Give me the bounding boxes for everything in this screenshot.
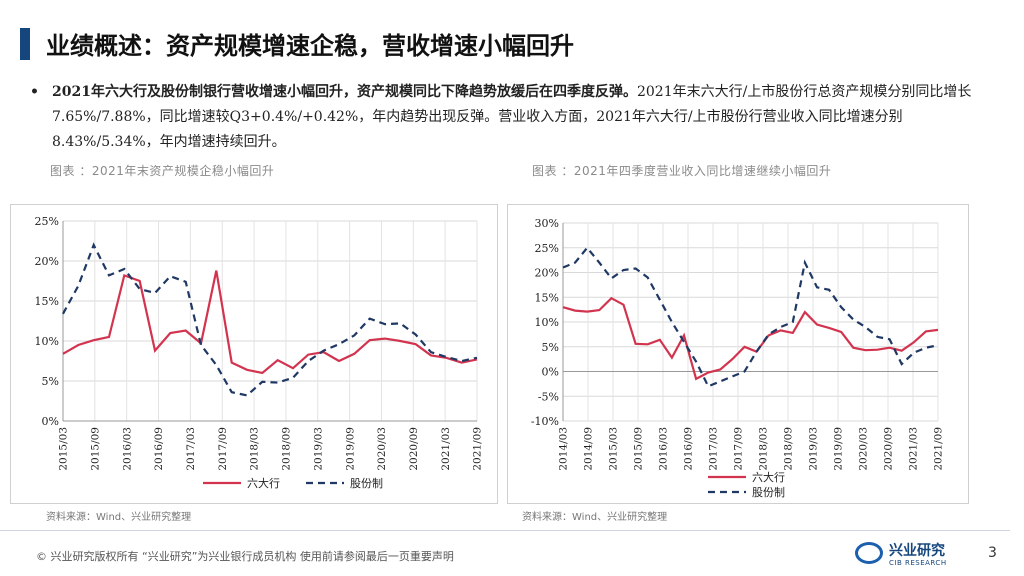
slide-title: 业绩概述：资产规模增速企稳，营收增速小幅回升 — [46, 32, 574, 60]
y-tick-label: 0% — [42, 415, 59, 428]
y-tick-label: 15% — [35, 295, 59, 308]
legend-item: 六大行 — [708, 470, 785, 484]
title-accent-bar — [20, 28, 30, 60]
series-line-big-six — [62, 270, 478, 375]
y-tick-label: 0% — [542, 366, 559, 379]
x-tick-label: 2018/09 — [281, 427, 293, 471]
x-tick-label: 2015/09 — [90, 427, 102, 471]
x-tick-label: 2020/03 — [858, 427, 870, 471]
legend-item: 六大行 — [203, 476, 280, 490]
footer-disclaimer: © 兴业研究版权所有 “兴业研究”为兴业银行成员机构 使用前请参阅最后一页重要声… — [36, 550, 454, 563]
x-tick-label: 2020/09 — [408, 427, 420, 471]
legend-label: 股份制 — [752, 486, 785, 499]
y-tick-label: 25% — [35, 215, 59, 228]
y-tick-label: 30% — [535, 217, 559, 230]
x-tick-label: 2016/03 — [121, 427, 133, 471]
x-tick-label: 2014/09 — [583, 427, 595, 471]
x-tick-label: 2021/09 — [933, 427, 945, 471]
x-tick-label: 2018/09 — [783, 427, 795, 471]
x-tick-label: 2020/03 — [376, 427, 388, 471]
series-line-big-six — [562, 296, 939, 381]
cib-research-logo: 兴业研究 CIB RESEARCH — [855, 538, 970, 572]
summary-rest: 2021年末六大行/上市股份行总资产规模分别同比增长7.65%/7.88%，同比… — [52, 84, 972, 150]
x-tick-label: 2021/03 — [908, 427, 920, 471]
y-tick-label: 15% — [535, 291, 559, 304]
x-tick-label: 2019/09 — [344, 427, 356, 471]
y-tick-label: 10% — [535, 316, 559, 329]
x-tick-label: 2019/09 — [833, 427, 845, 471]
y-tick-label: 25% — [535, 242, 559, 255]
x-tick-label: 2021/03 — [440, 427, 452, 471]
chart-panel-revenue: -10% -5% 0% 5% 10% 15% 20% 25% 30% 2014/03 2014/09… — [507, 204, 969, 504]
legend-label: 股份制 — [350, 477, 383, 490]
page-number: 3 — [988, 545, 997, 561]
x-tick-label: 2016/09 — [683, 427, 695, 471]
x-tick-label: 2016/09 — [153, 427, 165, 471]
chart-source-assets: 资料来源：Wind、兴业研究整理 — [46, 512, 192, 523]
x-tick-label: 2021/09 — [472, 427, 484, 471]
summary-text: 2021年六大行及股份制银行营收增速小幅回升，资产规模同比下降趋势放缓后在四季度… — [52, 80, 1010, 155]
bullet-dot-icon: • — [30, 84, 39, 100]
chart-revenue-growth: -10% -5% 0% 5% 10% 15% 20% 25% 30% 2014/03 2014/09… — [531, 217, 945, 499]
title-bar: 业绩概述：资产规模增速企稳，营收增速小幅回升 — [0, 0, 1024, 72]
logo-en-text: CIB RESEARCH — [889, 559, 947, 567]
y-tick-label: 20% — [535, 267, 559, 280]
y-tick-label: 5% — [542, 341, 559, 354]
chart-panel-assets: 0% 5% 10% 15% 20% 25% 2015/03 2015/09 2016/03 201… — [10, 204, 498, 504]
legend-label: 六大行 — [752, 470, 785, 484]
x-tick-label: 2015/03 — [58, 427, 70, 471]
x-tick-label: 2016/03 — [658, 427, 670, 471]
logo-cn-text: 兴业研究 — [889, 543, 945, 559]
x-tick-label: 2019/03 — [808, 427, 820, 471]
summary-bullet: • 2021年六大行及股份制银行营收增速小幅回升，资产规模同比下降趋势放缓后在四… — [30, 80, 1010, 155]
chart-caption-revenue: 图表 ：2021年四季度营业收入同比增速继续小幅回升 — [532, 164, 832, 178]
y-tick-label: 5% — [42, 375, 59, 388]
x-tick-label: 2014/03 — [558, 427, 570, 471]
x-tick-label: 2015/03 — [608, 427, 620, 471]
x-tick-label: 2018/03 — [758, 427, 770, 471]
y-tick-label: 20% — [35, 255, 59, 268]
y-tick-label: -5% — [538, 390, 559, 403]
legend-item: 股份制 — [306, 477, 383, 490]
logo-mark-icon — [855, 542, 883, 564]
chart-source-revenue: 资料来源：Wind、兴业研究整理 — [522, 512, 668, 523]
legend-item: 股份制 — [708, 486, 785, 499]
x-tick-label: 2018/03 — [249, 427, 261, 471]
chart-assets-growth: 0% 5% 10% 15% 20% 25% 2015/03 2015/09 2016/03 201… — [35, 215, 484, 490]
y-tick-label: 10% — [35, 335, 59, 348]
legend-label: 六大行 — [247, 476, 280, 490]
footer-divider — [0, 530, 1010, 531]
chart-caption-assets: 图表 ：2021年末资产规模企稳小幅回升 — [50, 164, 275, 178]
x-tick-label: 2017/09 — [217, 427, 229, 471]
x-tick-label: 2019/03 — [312, 427, 324, 471]
series-line-joint-stock — [62, 242, 478, 397]
x-tick-label: 2017/09 — [733, 427, 745, 471]
x-tick-label: 2020/09 — [883, 427, 895, 471]
y-tick-label: -10% — [531, 415, 559, 428]
x-tick-label: 2017/03 — [708, 427, 720, 471]
summary-bold: 2021年六大行及股份制银行营收增速小幅回升，资产规模同比下降趋势放缓后在四季度… — [52, 84, 637, 100]
series-line-joint-stock — [562, 246, 939, 388]
x-tick-label: 2017/03 — [185, 427, 197, 471]
x-tick-label: 2015/09 — [633, 427, 645, 471]
